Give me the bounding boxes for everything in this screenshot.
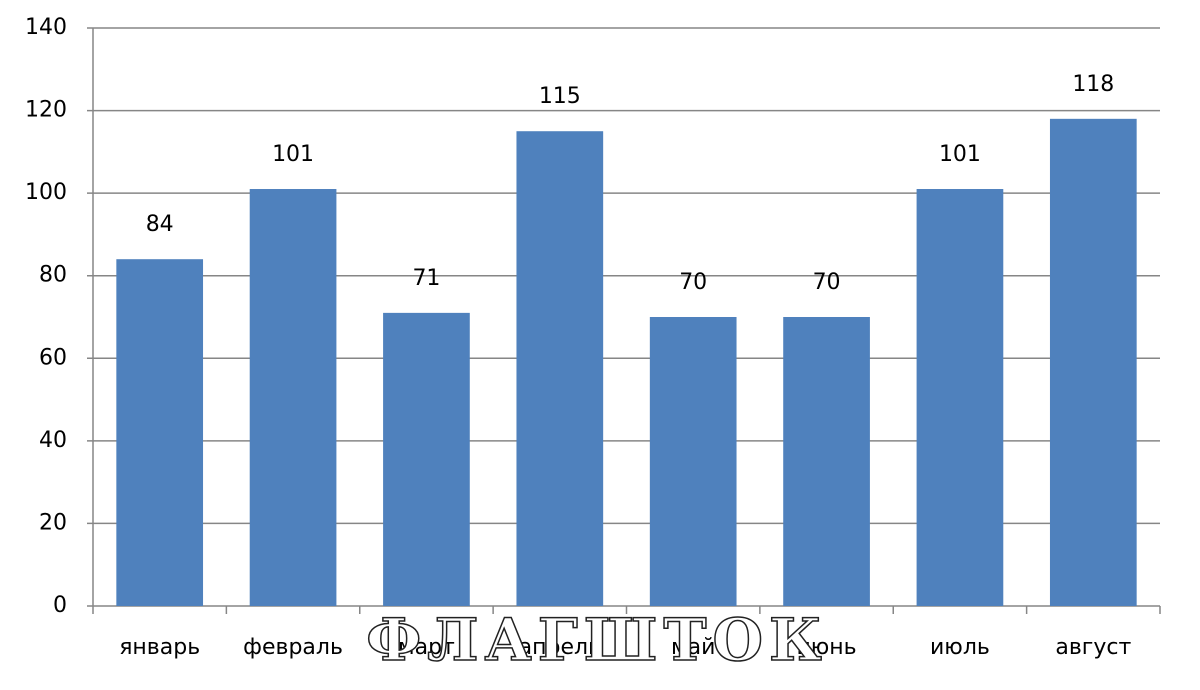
x-tick-label: февраль bbox=[243, 635, 343, 660]
bar bbox=[649, 317, 737, 606]
y-tick-label: 100 bbox=[25, 180, 67, 205]
x-tick-label: апрель bbox=[519, 635, 601, 660]
data-label: 70 bbox=[813, 270, 841, 295]
data-label: 71 bbox=[412, 266, 440, 291]
bar bbox=[1049, 118, 1137, 606]
data-label: 70 bbox=[679, 270, 707, 295]
y-tick-label: 20 bbox=[39, 510, 67, 535]
bar bbox=[249, 189, 337, 606]
watermark: ФЛАГШТОК bbox=[366, 606, 828, 674]
data-label: 84 bbox=[146, 212, 174, 237]
y-tick-label: 60 bbox=[39, 345, 67, 370]
x-tick-label: июнь bbox=[796, 635, 856, 660]
y-tick-label: 40 bbox=[39, 428, 67, 453]
y-tick-label: 0 bbox=[53, 593, 67, 618]
data-label: 101 bbox=[939, 142, 981, 167]
y-tick-label: 80 bbox=[39, 263, 67, 288]
y-tick-label: 140 bbox=[25, 15, 67, 40]
x-tick-label: январь bbox=[119, 635, 200, 660]
bar bbox=[916, 189, 1004, 606]
x-tick-label: май bbox=[671, 635, 715, 660]
bar bbox=[516, 131, 604, 606]
data-label: 118 bbox=[1072, 72, 1114, 97]
x-tick-label: август bbox=[1055, 635, 1131, 660]
y-tick-label: 120 bbox=[25, 98, 67, 123]
data-label: 101 bbox=[272, 142, 314, 167]
data-label: 115 bbox=[539, 84, 581, 109]
x-tick-label: март bbox=[398, 635, 455, 660]
bar bbox=[783, 317, 870, 606]
x-tick-label: июль bbox=[930, 635, 990, 660]
bar bbox=[383, 312, 470, 606]
bar bbox=[116, 259, 204, 606]
